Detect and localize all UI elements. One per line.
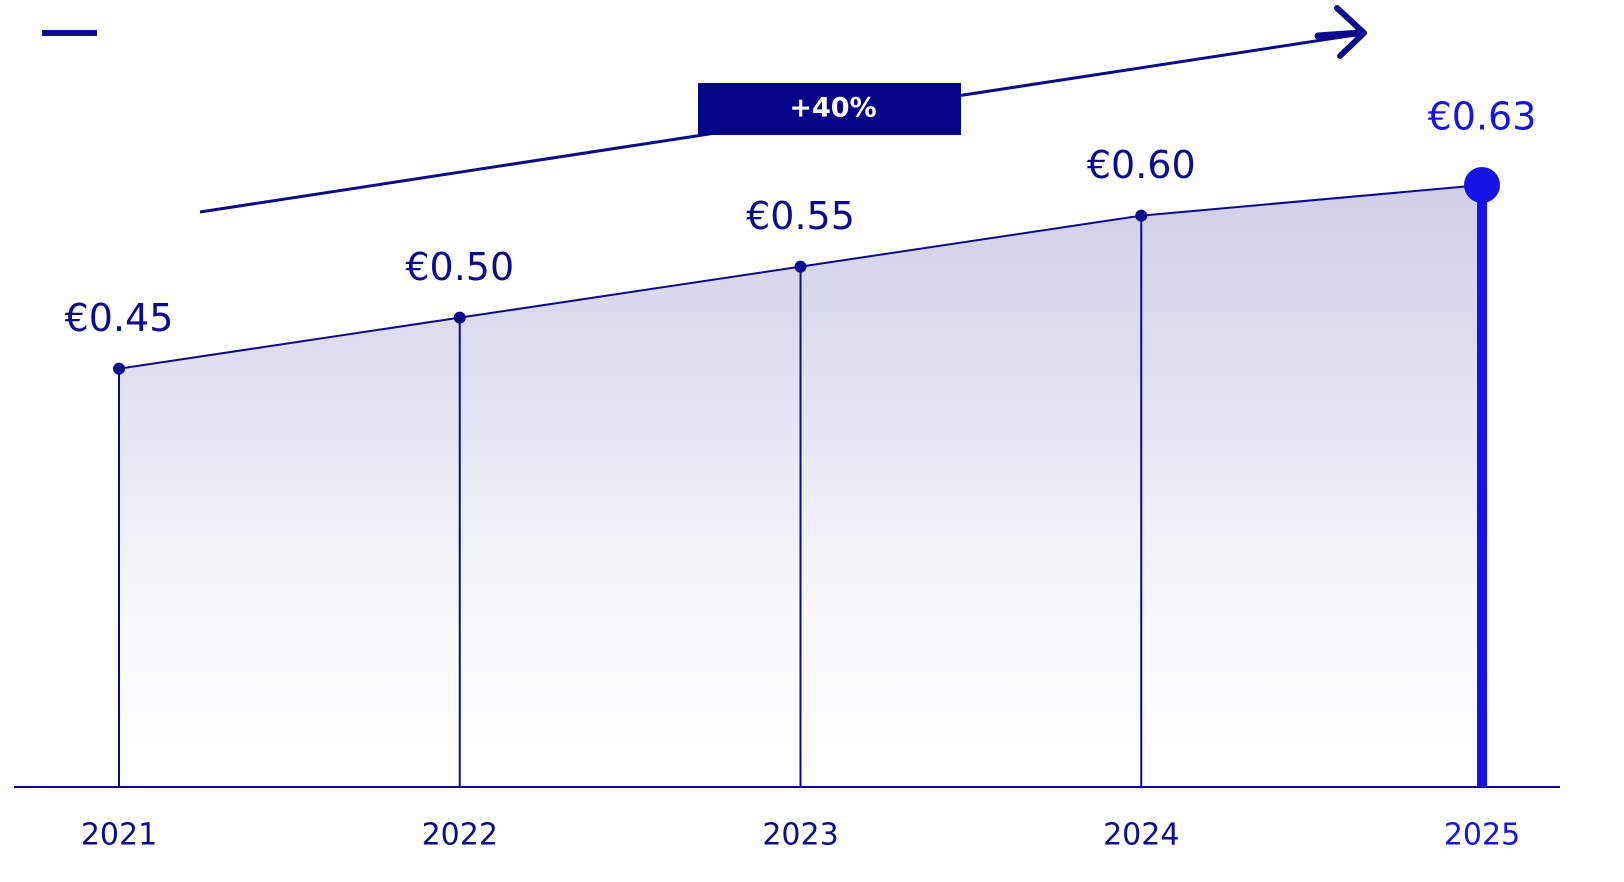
point	[1464, 167, 1500, 204]
x-tick-label: 2024	[1103, 818, 1179, 853]
x-tick-label: 2025	[1444, 818, 1520, 853]
value-label: €0.60	[1087, 143, 1196, 187]
trend-arrow-shaft	[1314, 29, 1364, 40]
x-tick-label: 2022	[422, 818, 498, 853]
x-tick-label: 2023	[762, 818, 838, 853]
point	[794, 260, 807, 273]
point	[113, 362, 125, 375]
x-tick-label: 2021	[81, 818, 157, 853]
point	[453, 311, 466, 324]
annotation-label: +40%	[789, 93, 876, 124]
annotation-box	[698, 83, 961, 135]
value-label: €0.63	[1428, 95, 1537, 139]
point	[1135, 209, 1148, 222]
value-label: €0.55	[746, 194, 855, 238]
value-label: €0.45	[65, 296, 174, 340]
trend-arrow-head	[1334, 5, 1367, 59]
value-label: €0.50	[405, 245, 514, 289]
